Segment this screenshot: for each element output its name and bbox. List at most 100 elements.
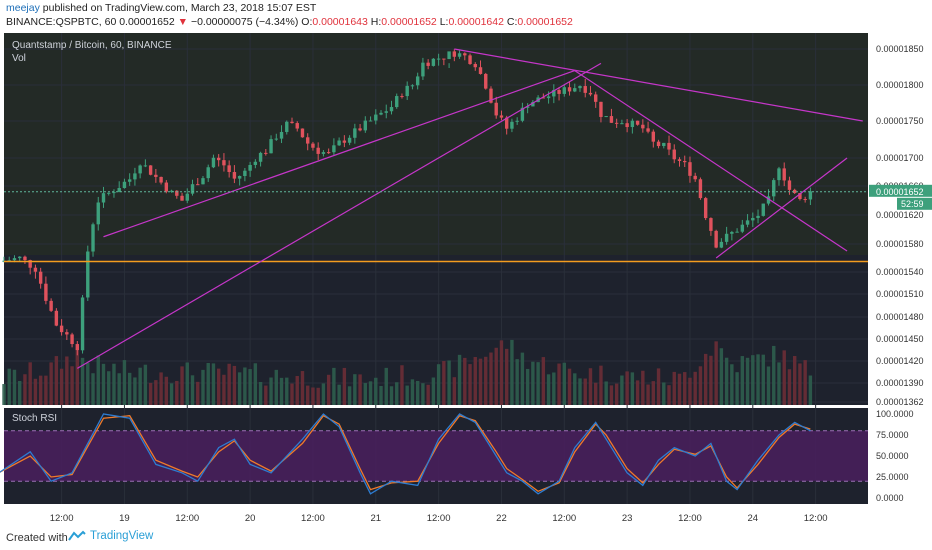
volume-bar bbox=[44, 375, 48, 405]
volume-bar bbox=[426, 384, 430, 405]
candle-body bbox=[49, 300, 53, 311]
candle-body bbox=[499, 115, 504, 118]
chart-canvas[interactable]: 0.00001850 0.00001800 0.00001750 0.00001700… bbox=[0, 30, 932, 527]
candle-body bbox=[253, 161, 258, 165]
volume-bar bbox=[541, 357, 546, 405]
candle-body bbox=[478, 67, 483, 74]
volume-bar bbox=[578, 378, 582, 405]
candle-body bbox=[75, 344, 80, 351]
candle-body bbox=[311, 143, 315, 148]
candle-body bbox=[641, 124, 645, 129]
candle-body bbox=[395, 96, 399, 108]
candle-body bbox=[248, 164, 252, 171]
candle-body bbox=[662, 142, 666, 147]
volume-bar bbox=[127, 372, 132, 405]
volume-bar bbox=[23, 374, 27, 405]
time-tick-label: 24 bbox=[748, 513, 759, 524]
volume-bar bbox=[65, 356, 69, 405]
volume-bar bbox=[159, 372, 163, 405]
candle-body bbox=[620, 123, 624, 125]
volume-bar bbox=[18, 380, 22, 405]
price-tick-label: 0.00001420 bbox=[876, 356, 924, 366]
candle-body bbox=[625, 123, 629, 128]
candle-body bbox=[442, 58, 446, 60]
candle-body bbox=[782, 168, 786, 181]
candle-body bbox=[709, 218, 713, 231]
volume-bar bbox=[96, 355, 100, 405]
volume-bar bbox=[363, 383, 368, 405]
candle-body bbox=[494, 102, 498, 116]
candle-body bbox=[698, 179, 703, 199]
candle-body bbox=[363, 120, 368, 131]
volume-bar bbox=[295, 376, 299, 405]
candle-body bbox=[772, 180, 776, 197]
candle-body bbox=[756, 215, 760, 218]
volume-bar bbox=[342, 367, 347, 405]
volume-bar bbox=[567, 368, 572, 405]
footer: Created with TradingView bbox=[0, 527, 932, 550]
rsi-band-fill bbox=[4, 430, 868, 482]
price-tick-label: 0.00001362 bbox=[876, 397, 924, 407]
author-link[interactable]: meejay bbox=[6, 2, 40, 14]
candle-body bbox=[541, 97, 546, 99]
volume-bar bbox=[583, 378, 587, 405]
candle-body bbox=[148, 165, 153, 175]
volume-bar bbox=[703, 353, 708, 405]
candle-body bbox=[573, 88, 577, 92]
time-tick-label: 12:00 bbox=[678, 513, 702, 524]
volume-bar bbox=[347, 386, 352, 405]
time-tick-label: 21 bbox=[370, 513, 381, 524]
volume-bar bbox=[374, 377, 378, 405]
volume-bar bbox=[216, 368, 221, 405]
candle-body bbox=[180, 195, 184, 201]
volume-bar bbox=[452, 377, 457, 405]
published-text: published on TradingView.com, March 23, … bbox=[42, 2, 317, 14]
candle-body bbox=[38, 271, 43, 284]
volume-bar bbox=[546, 374, 551, 405]
low-value: 0.00001642 bbox=[448, 16, 504, 28]
candle-body bbox=[578, 86, 582, 89]
candle-body bbox=[656, 141, 661, 147]
candle-body bbox=[635, 120, 640, 125]
volume-bar bbox=[562, 362, 566, 405]
volume-bar bbox=[264, 385, 268, 405]
candle-body bbox=[347, 137, 352, 143]
open-label: O: bbox=[301, 16, 313, 28]
volume-bar bbox=[269, 377, 273, 405]
volume-bar bbox=[635, 380, 640, 405]
candle-body bbox=[306, 137, 310, 144]
candle-body bbox=[143, 165, 148, 167]
volume-bar bbox=[237, 372, 242, 405]
volume-bar bbox=[279, 377, 284, 405]
volume-bar bbox=[672, 371, 676, 405]
candle-body bbox=[159, 176, 163, 183]
volume-bar bbox=[641, 370, 645, 405]
candle-body bbox=[332, 145, 336, 153]
price-tick-label: 0.00001800 bbox=[876, 80, 924, 90]
candle-body bbox=[468, 55, 472, 65]
candle-body bbox=[384, 111, 388, 113]
down-arrow-icon: ▼ bbox=[177, 16, 189, 28]
tradingview-brand[interactable]: TradingView bbox=[68, 530, 153, 542]
volume-bar bbox=[599, 365, 603, 405]
volume-bar bbox=[28, 362, 32, 405]
volume-bar bbox=[651, 381, 656, 405]
volume-bar bbox=[59, 368, 64, 405]
candle-body bbox=[316, 147, 320, 154]
grid-lines bbox=[4, 33, 868, 504]
candle-body bbox=[133, 173, 137, 180]
candle-body bbox=[96, 202, 100, 225]
volume-bar bbox=[389, 386, 394, 405]
candle-body bbox=[117, 188, 121, 193]
candle-body bbox=[269, 139, 273, 154]
low-label: L: bbox=[439, 16, 449, 28]
price-tick-label: 0.00001750 bbox=[876, 116, 924, 126]
candle-body bbox=[23, 256, 27, 261]
volume-bar bbox=[321, 383, 326, 405]
candle-body bbox=[740, 224, 745, 232]
volume-bar bbox=[232, 365, 237, 405]
candle-body bbox=[798, 193, 802, 200]
candle-body bbox=[138, 165, 142, 174]
candle-body bbox=[91, 224, 95, 252]
volume-bar bbox=[274, 369, 278, 405]
